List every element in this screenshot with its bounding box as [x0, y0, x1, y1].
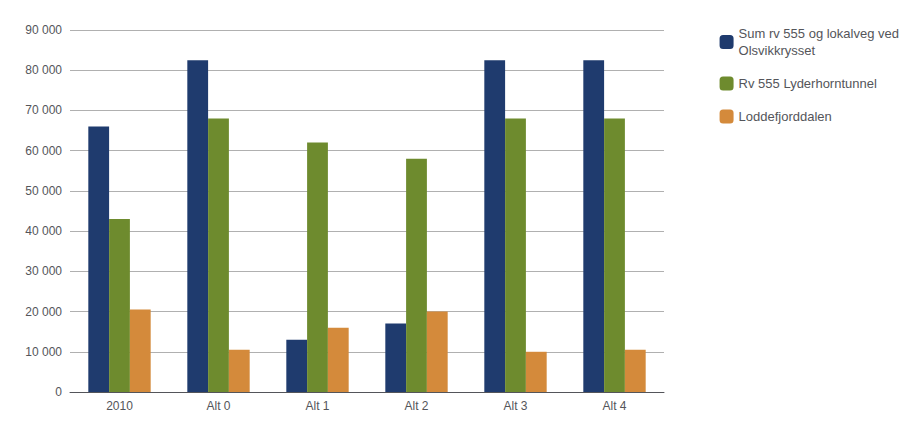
svg-text:20 000: 20 000: [25, 305, 62, 319]
svg-text:Olsvikkrysset: Olsvikkrysset: [739, 43, 816, 58]
svg-text:Sum rv 555 og lokalveg ved: Sum rv 555 og lokalveg ved: [739, 26, 899, 41]
svg-text:Alt 0: Alt 0: [206, 399, 230, 413]
svg-text:10 000: 10 000: [25, 345, 62, 359]
svg-text:Alt 2: Alt 2: [404, 399, 428, 413]
svg-text:70 000: 70 000: [25, 103, 62, 117]
svg-text:Alt 4: Alt 4: [602, 399, 626, 413]
svg-text:90 000: 90 000: [25, 23, 62, 37]
svg-text:80 000: 80 000: [25, 63, 62, 77]
svg-text:0: 0: [55, 385, 62, 399]
svg-text:2010: 2010: [106, 399, 133, 413]
svg-text:Alt 3: Alt 3: [503, 399, 527, 413]
svg-text:50 000: 50 000: [25, 184, 62, 198]
svg-text:Alt 1: Alt 1: [305, 399, 329, 413]
svg-text:60 000: 60 000: [25, 144, 62, 158]
svg-text:40 000: 40 000: [25, 224, 62, 238]
svg-text:Rv 555 Lyderhorntunnel: Rv 555 Lyderhorntunnel: [739, 76, 877, 91]
svg-text:30 000: 30 000: [25, 264, 62, 278]
svg-text:Loddefjorddalen: Loddefjorddalen: [739, 109, 832, 124]
